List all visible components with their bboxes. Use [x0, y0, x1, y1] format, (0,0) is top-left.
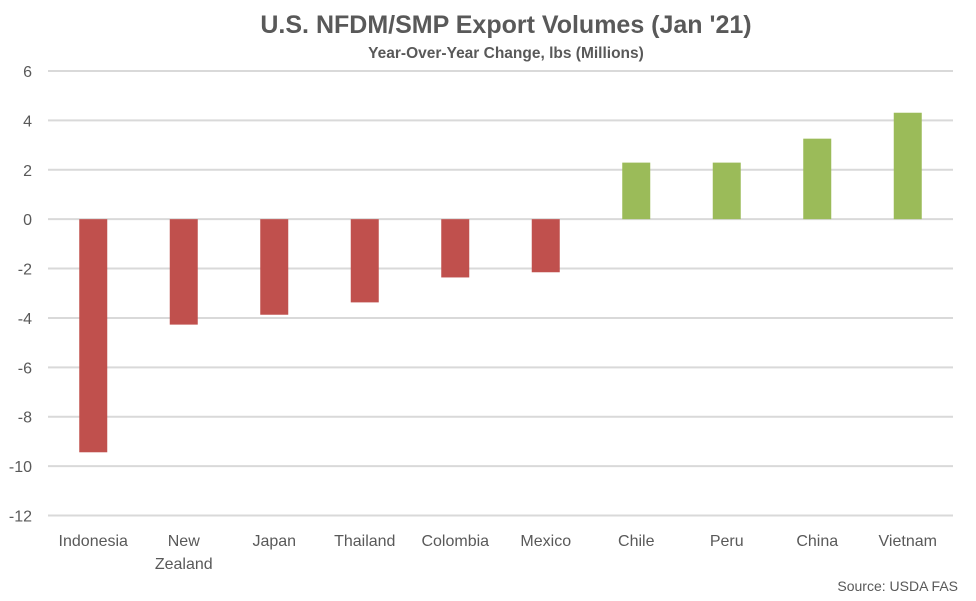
y-tick-label: 2	[23, 163, 32, 180]
bar-mexico	[531, 219, 560, 273]
y-axis-ticks: 6 4 2 0 -2 -4 -6 -8 -10 -12	[9, 64, 32, 526]
y-tick-label: -10	[9, 459, 32, 476]
chart-title: U.S. NFDM/SMP Export Volumes (Jan '21)	[260, 11, 751, 39]
y-tick-label: -8	[18, 410, 32, 427]
bar-indonesia	[79, 219, 108, 453]
x-tick-label: Indonesia	[59, 533, 128, 550]
y-tick-label: 6	[23, 64, 32, 81]
y-tick-label: 4	[23, 113, 32, 130]
bar-chile	[622, 162, 651, 220]
x-tick-label: Mexico	[520, 533, 571, 550]
bars	[79, 112, 922, 453]
x-tick-label: Japan	[252, 533, 296, 550]
x-tick-label: New Zealand	[155, 533, 213, 573]
chart-subtitle: Year-Over-Year Change, lbs (Millions)	[368, 45, 644, 62]
source-note: Source: USDA FAS	[837, 578, 958, 594]
bar-vietnam	[893, 112, 922, 220]
x-tick-label: Thailand	[334, 533, 395, 550]
y-tick-label: -12	[9, 509, 32, 526]
x-tick-label: China	[796, 533, 838, 550]
y-tick-label: -4	[18, 311, 32, 328]
y-tick-label: 0	[23, 212, 32, 229]
x-tick-label: Chile	[618, 533, 655, 550]
x-tick-label: Peru	[710, 533, 744, 550]
x-tick-label: Vietnam	[879, 533, 937, 550]
gridlines	[48, 70, 953, 517]
x-tick-label: Colombia	[421, 533, 489, 550]
x-axis-labels: Indonesia New Zealand Japan Thailand Colombia…	[59, 533, 937, 573]
bar-colombia	[441, 219, 470, 278]
bar-peru	[712, 162, 741, 220]
bar-china	[803, 138, 832, 220]
bar-thailand	[350, 219, 379, 303]
bar-new-zealand	[169, 219, 198, 325]
y-tick-label: -6	[18, 360, 32, 377]
y-tick-label: -2	[18, 262, 32, 279]
bar-japan	[260, 219, 289, 315]
